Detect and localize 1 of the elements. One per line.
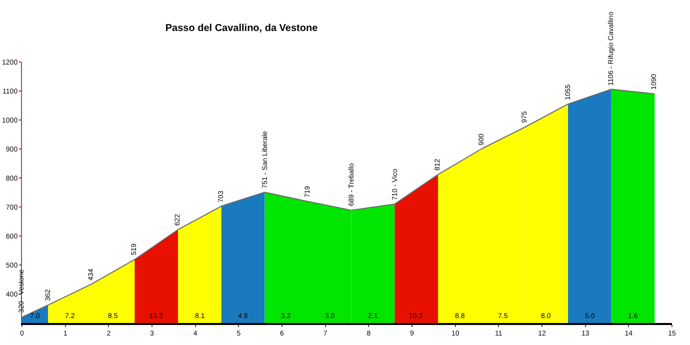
chart-title: Passo del Cavallino, da Vestone: [165, 23, 318, 34]
